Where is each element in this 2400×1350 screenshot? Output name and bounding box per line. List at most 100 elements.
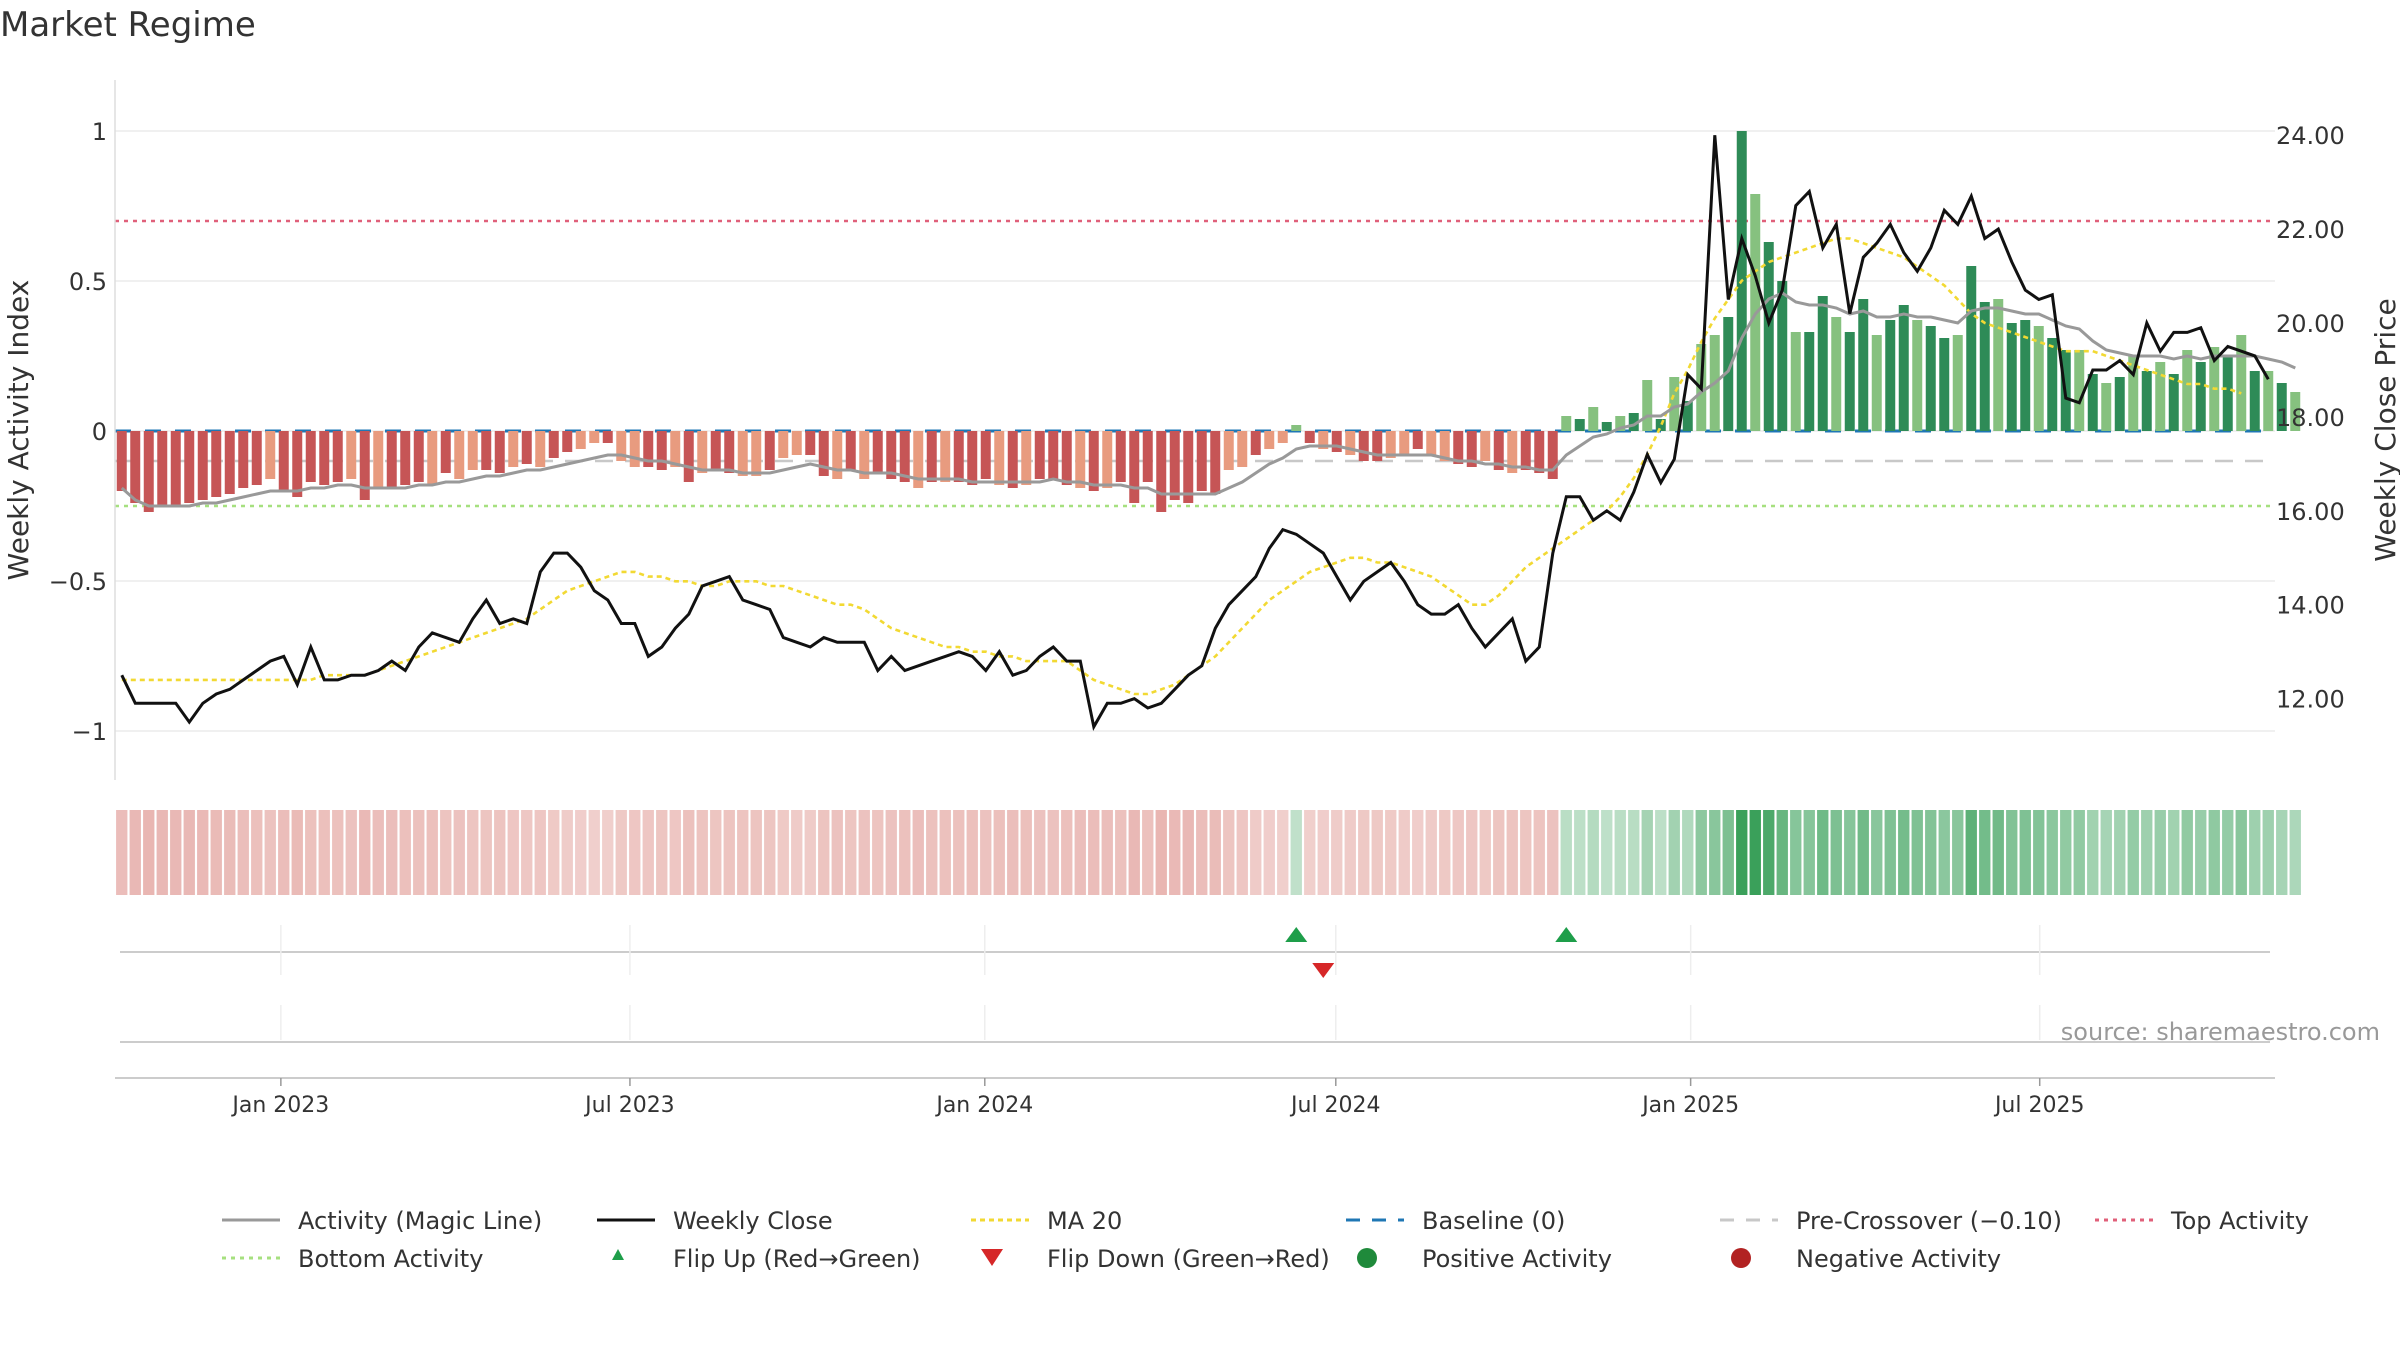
activity-bar [1939,338,1950,431]
activity-bar [1817,296,1828,431]
legend-item: MA 20 [971,1207,1122,1235]
activity-bar [2195,362,2206,431]
regime-strip-cell [548,810,560,895]
activity-bar [116,431,127,491]
activity-bar [508,431,519,467]
regime-strip-cell [453,810,465,895]
right-axis-ticks: 12.00 14.00 16.00 18.00 20.00 22.00 24.00 [2276,122,2345,713]
activity-bar [1858,299,1869,431]
regime-strip-cell [1115,810,1127,895]
regime-strip-cell [2181,810,2193,895]
activity-bar [143,431,154,512]
flip-up-marker [1285,927,1308,942]
regime-strip-cell [777,810,789,895]
activity-bar [440,431,451,473]
activity-bar [953,431,964,482]
regime-strip-cell [1587,810,1599,895]
activity-bar [1574,419,1585,431]
x-tick-label: Jul 2024 [1289,1093,1381,1118]
legend-item: Pre-Crossover (−0.10) [1720,1207,2062,1235]
right-axis-label: Weekly Close Price [2369,298,2400,561]
activity-bar [1480,431,1491,461]
activity-bar [359,431,370,500]
activity-bar [2276,383,2287,431]
activity-bar [1642,380,1653,431]
regime-strip-cell [2087,810,2099,895]
activity-bar [1979,302,1990,431]
activity-bar [2047,338,2058,431]
activity-bar [2249,371,2260,431]
activity-bar [575,431,586,449]
regime-strip-cell [1911,810,1923,895]
regime-strip-cell [1061,810,1073,895]
activity-bar [238,431,249,488]
activity-bar [1520,431,1531,470]
left-axis-label: Weekly Activity Index [2,280,35,581]
legend-item: Activity (Magic Line) [222,1207,542,1235]
legend-item: Baseline (0) [1346,1207,1565,1235]
activity-bar [1628,413,1639,431]
regime-strip-cell [264,810,276,895]
regime-strip-cell [1884,810,1896,895]
regime-strip-cell [2073,810,2085,895]
regime-strip-cell [224,810,236,895]
regime-strip-cell [1952,810,1964,895]
regime-strip-cell [386,810,398,895]
regime-strip-cell [1871,810,1883,895]
activity-bar [751,431,762,476]
activity-bar [2128,356,2139,431]
activity-bar [710,431,721,470]
activity-bar [1358,431,1369,461]
regime-strip-cell [1479,810,1491,895]
regime-strip-cell [2168,810,2180,895]
activity-bar [278,431,289,491]
activity-bar [548,431,559,458]
activity-bar [1439,431,1450,461]
activity-bar [1183,431,1194,503]
activity-bar [2290,392,2301,431]
activity-bar [1804,332,1815,431]
activity-bar [292,431,303,497]
regime-strip-cell [1412,810,1424,895]
regime-strip-cell [791,810,803,895]
regime-strip-cell [2222,810,2234,895]
regime-strip-cell [413,810,425,895]
regime-strip-cell [480,810,492,895]
regime-strip-cell [1628,810,1640,895]
right-tick-label: 18.00 [2276,404,2345,432]
activity-bar [1925,326,1936,431]
regime-strip-cell [183,810,195,895]
legend-label: Pre-Crossover (−0.10) [1796,1207,2062,1235]
regime-strip-cell [291,810,303,895]
activity-bar [1034,431,1045,479]
x-axis: Jan 2023 Jul 2023 Jan 2024 Jul 2024 Jan 2025… [115,925,2275,1118]
regime-strip-cell [980,810,992,895]
regime-strip-cell [1695,810,1707,895]
activity-bar [845,431,856,470]
activity-bar [305,431,316,482]
regime-strip-cell [1074,810,1086,895]
activity-bar [994,431,1005,485]
activity-bar [1129,431,1140,503]
regime-strip-cell [251,810,263,895]
legend-label: Negative Activity [1796,1245,2001,1273]
activity-bar [1777,281,1788,431]
regime-strip-cell [494,810,506,895]
activity-bar [251,431,262,485]
regime-strip-cell [1776,810,1788,895]
regime-strip-cell [1614,810,1626,895]
regime-strip-cell [1466,810,1478,895]
activity-bar [2033,326,2044,431]
regime-strip-cell [1682,810,1694,895]
legend-item: Weekly Close [597,1207,833,1235]
activity-bar [1048,431,1059,479]
activity-bar [1588,407,1599,431]
legend-label: Activity (Magic Line) [298,1207,542,1235]
activity-bar [1426,431,1437,455]
activity-bar [764,431,775,470]
legend-item: Flip Up (Red→Green) [612,1245,921,1273]
regime-strip-cell [1830,810,1842,895]
activity-bar [643,431,654,467]
activity-bar [1453,431,1464,464]
